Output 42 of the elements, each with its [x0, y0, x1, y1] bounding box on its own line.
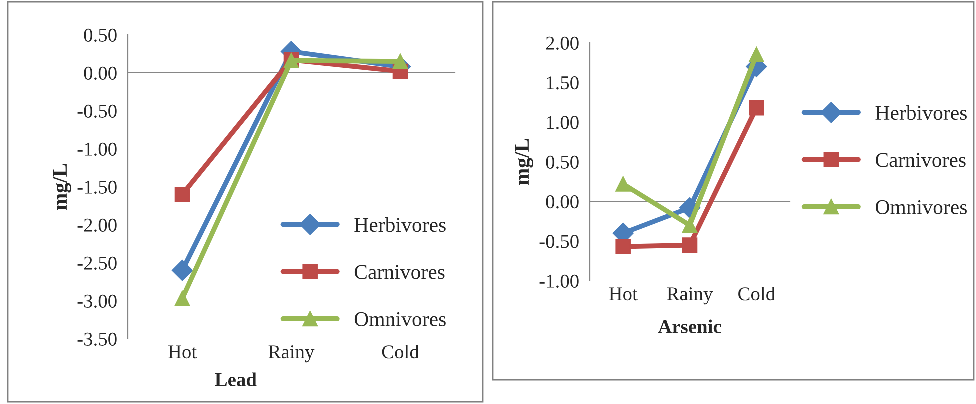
legend-label: Omnivores	[876, 200, 967, 214]
y-tick-label: -0.50	[78, 104, 117, 118]
point	[682, 238, 698, 253]
text: Lead	[215, 372, 257, 386]
point	[616, 176, 631, 192]
y-tick-label: 1.00	[547, 116, 579, 130]
x-tick-label: Cold	[382, 345, 420, 359]
x-tick-label: Cold	[738, 287, 776, 301]
point	[392, 54, 408, 70]
point	[749, 47, 764, 63]
point	[749, 100, 764, 116]
y-tick-label: 0.00	[546, 195, 579, 209]
point	[682, 218, 698, 234]
y-tick-label: -1.00	[78, 142, 117, 156]
y-tick-label: -3.50	[78, 332, 117, 346]
text: Arsenic	[658, 320, 722, 334]
legend-label: Herbivores	[876, 105, 967, 120]
y-tick-label: 1.50	[547, 76, 579, 90]
x-tick-label: Hot	[609, 288, 638, 301]
y-tick-label: -2.00	[78, 218, 117, 232]
y-tick-label: -3.00	[78, 294, 117, 308]
x-tick-label: Rainy	[268, 346, 315, 363]
y-tick-label: 0.00	[84, 66, 117, 80]
legend-label: Carnivores	[354, 265, 445, 280]
y-tick-label: 0.50	[84, 28, 117, 42]
x-tick-label: Rainy	[667, 288, 714, 305]
point	[172, 260, 194, 282]
y-axis-title: mg/L	[515, 139, 534, 186]
x-tick-label: Hot	[168, 346, 197, 359]
legend-label: Carnivores	[876, 153, 966, 168]
y-axis-title: mg/L	[53, 164, 72, 210]
point	[616, 239, 631, 255]
y-tick-label: 0.50	[546, 156, 579, 170]
point	[174, 291, 190, 306]
y-tick-label: 2.00	[546, 36, 579, 50]
y-tick-label: -2.50	[78, 256, 117, 270]
y-tick-label: -1.50	[78, 180, 117, 194]
y-tick-label: -1.00	[540, 274, 579, 288]
y-tick-label: -0.50	[540, 235, 579, 248]
legend-label: Omnivores	[354, 312, 446, 326]
legend-label: Herbivores	[354, 217, 446, 232]
point	[174, 186, 190, 202]
